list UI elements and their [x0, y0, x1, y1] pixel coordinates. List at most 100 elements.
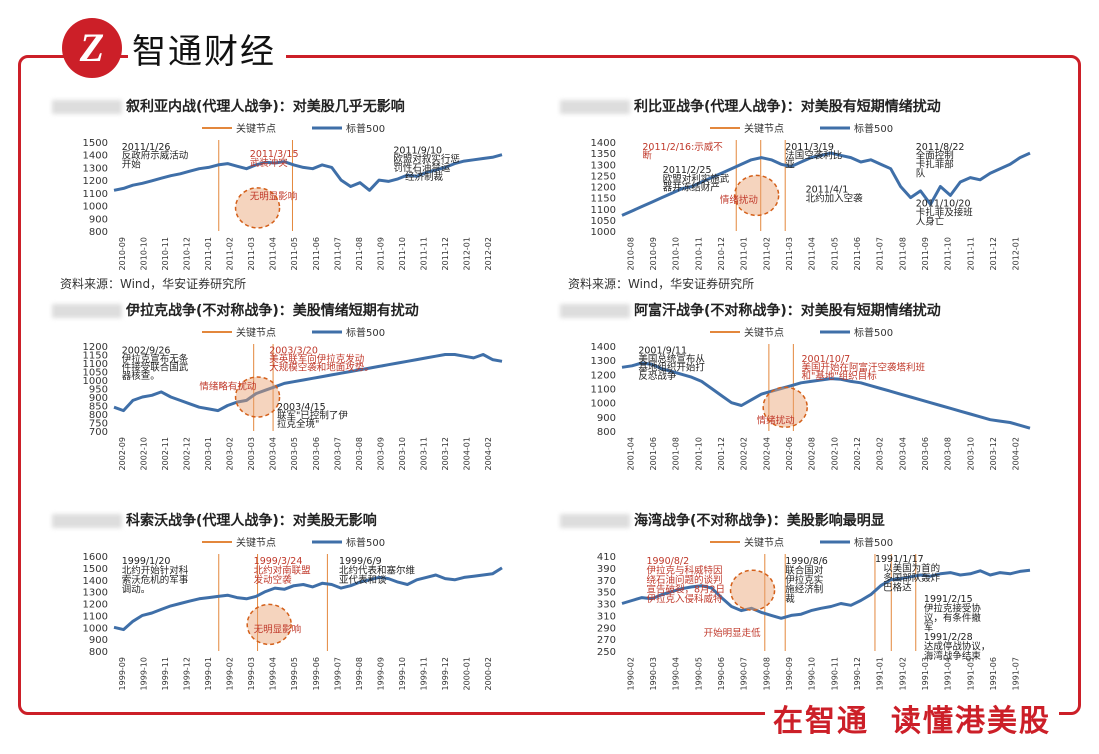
annotation-text: 伊拉克入侵科威特	[646, 593, 723, 605]
y-tick-label: 1050	[83, 368, 108, 379]
source-note: 资料来源：Wind，华安证券研究所	[568, 277, 755, 291]
series-line-sp500	[621, 151, 1031, 217]
x-tick-label: 1991-04	[944, 657, 953, 690]
annotation-text: 无明显影响	[250, 191, 298, 203]
chart-title-text: 伊拉克战争(不对称战争)：美股情绪短期有扰动	[126, 303, 419, 319]
annotation-text: 联合国对	[785, 564, 824, 576]
x-tick-label: 2003-04	[269, 437, 278, 470]
legend-key-label: 关键节点	[744, 536, 784, 549]
y-tick-label: 1500	[83, 138, 108, 149]
annotation-text: 2011/8/22	[916, 142, 965, 153]
chart-panel-afghanistan: 阿富汗战争(不对称战争)：对美股有短期情绪扰动关键节点 标普500 1400 1300…	[560, 300, 1040, 475]
x-tick-label: 2003-01	[204, 437, 213, 470]
chart-panel-syria: 叙利亚内战(代理人战争)：对美股几乎无影响 关键节点 标普500 1500 1400 13…	[52, 96, 512, 291]
chart-title: 利比亚战争(代理人战争)：对美股有短期情绪扰动	[560, 96, 941, 116]
x-tick-label: 2003-09	[376, 437, 385, 470]
chart-title: 阿富汗战争(不对称战争)：对美股有短期情绪扰动	[560, 300, 941, 320]
x-tick-label: 2002-12	[182, 437, 191, 470]
y-tick-label: 1200	[83, 600, 108, 611]
annotation-text: 1991/2/28	[924, 632, 973, 643]
annotation-text: 卡扎菲及接班	[916, 207, 974, 219]
annotation-text: 人身亡	[916, 216, 945, 228]
x-tick-label: 2011-03	[785, 237, 794, 270]
annotation-text: 情绪扰动	[757, 414, 795, 426]
annotation-text: 北约对南联盟	[254, 564, 312, 576]
x-tick-label: 2011-08	[355, 237, 364, 270]
x-tick-label: 2002-04	[762, 437, 771, 470]
legend-series-label: 标普500	[854, 122, 893, 135]
y-tick-label: 1050	[591, 216, 616, 227]
annotation-text: 北约开始针对科	[122, 564, 189, 576]
blurred-watermark	[560, 514, 630, 528]
chart-title: 海湾战争(不对称战争)：美股影响最明显	[560, 510, 885, 530]
annotation-text: 断	[642, 150, 652, 162]
annotation-text: 2002/9/26	[122, 346, 171, 357]
x-tick-label: 1999-06	[312, 657, 321, 690]
y-tick-label: 1300	[83, 163, 108, 174]
chart-panel-gulf: 海湾战争(不对称战争)：美股影响最明显 关键节点 标普500 410 390 370 350…	[560, 510, 1040, 695]
x-tick-label: 1990-07	[740, 657, 749, 690]
legend-key-label: 关键节点	[744, 122, 784, 135]
blurred-watermark	[52, 304, 122, 318]
annotation-text: 伊拉克宣布无条	[122, 353, 189, 365]
annotation-text: 亚代表和谈	[339, 574, 387, 586]
x-tick-label: 2010-11	[161, 237, 170, 270]
y-tick-label: 1600	[83, 552, 108, 563]
y-tick-label: 800	[89, 227, 108, 238]
y-tick-label: 700	[89, 427, 108, 438]
y-tick-label: 1400	[83, 576, 108, 587]
x-tick-label: 2001-08	[672, 437, 681, 470]
x-tick-label: 1990-06	[717, 657, 726, 690]
annotation-text: 1999/3/24	[254, 556, 303, 567]
y-tick-label: 900	[89, 393, 108, 404]
annotation-text: 海湾战争结束	[924, 650, 982, 662]
x-tick-label: 1991-02	[898, 657, 907, 690]
y-tick-label: 1150	[83, 351, 108, 362]
chart-svg: 关键节点 标普500 1600150014001300120011001000900…	[83, 536, 503, 690]
x-tick-label: 2010-12	[182, 237, 191, 270]
annotation-text: 卡扎菲部	[916, 159, 954, 171]
x-tick-label: 1991-05	[966, 657, 975, 690]
footer-slogan: 在智通 读懂港美股	[765, 696, 1059, 740]
annotation-text: 北约代表和塞尔维	[339, 564, 416, 576]
x-tick-label: 2010-11	[694, 237, 703, 270]
x-tick-label: 2011-04	[269, 237, 278, 270]
annotation-text: 施经济制	[785, 583, 823, 595]
y-tick-label: 800	[89, 647, 108, 658]
x-tick-label: 2003-10	[398, 437, 407, 470]
annotation-text: 多国部队轰炸	[883, 572, 941, 584]
annotation-text: 1991/1/17	[875, 554, 924, 565]
x-tick-label: 1990-09	[785, 657, 794, 690]
y-tick-label: 1100	[83, 611, 108, 622]
x-tick-label: 1991-06	[989, 657, 998, 690]
legend-series-label: 标普500	[346, 326, 385, 339]
chart-svg: 关键节点 标普500 1400 1300 1200 1100 1000 900 800 2001-…	[591, 326, 1031, 470]
x-tick-label: 1999-08	[355, 657, 364, 690]
brand-name: 智通财经	[128, 24, 286, 73]
y-tick-label: 750	[89, 419, 108, 430]
x-tick-label: 2002-11	[161, 437, 170, 470]
annotation-text: 美英联军向伊拉克发动	[269, 353, 364, 365]
y-tick-label: 1000	[83, 376, 108, 387]
y-tick-label: 1300	[83, 588, 108, 599]
x-tick-label: 1990-11	[830, 657, 839, 690]
y-tick-label: 1500	[83, 564, 108, 575]
annotation-text: 议，有条件撤	[924, 612, 982, 624]
annotation-text: 发动空袭	[254, 574, 293, 586]
annotation-text: 欧盟对叙实行惩	[393, 153, 460, 165]
x-tick-label: 2002-06	[785, 437, 794, 470]
x-tick-label: 1999-07	[333, 657, 342, 690]
x-tick-label: 2002-09	[118, 437, 127, 470]
y-tick-label: 1000	[591, 399, 616, 410]
annotation-text: 队	[916, 167, 926, 179]
x-tick-label: 2001-12	[717, 437, 726, 470]
y-tick-label: 1000	[591, 227, 616, 238]
x-tick-label: 2003-12	[441, 437, 450, 470]
annotation-text: 美国总统宣布从	[638, 353, 705, 365]
y-tick-label: 800	[89, 410, 108, 421]
chart-panel-kosovo: 科索沃战争(代理人战争)：对美股无影响 关键节点 标普500 1600 1500 1400…	[52, 510, 512, 695]
y-tick-label: 250	[597, 647, 616, 658]
blurred-watermark	[52, 100, 122, 114]
annotation-text: 1999/6/9	[339, 556, 382, 567]
x-tick-label: 2003-06	[312, 437, 321, 470]
